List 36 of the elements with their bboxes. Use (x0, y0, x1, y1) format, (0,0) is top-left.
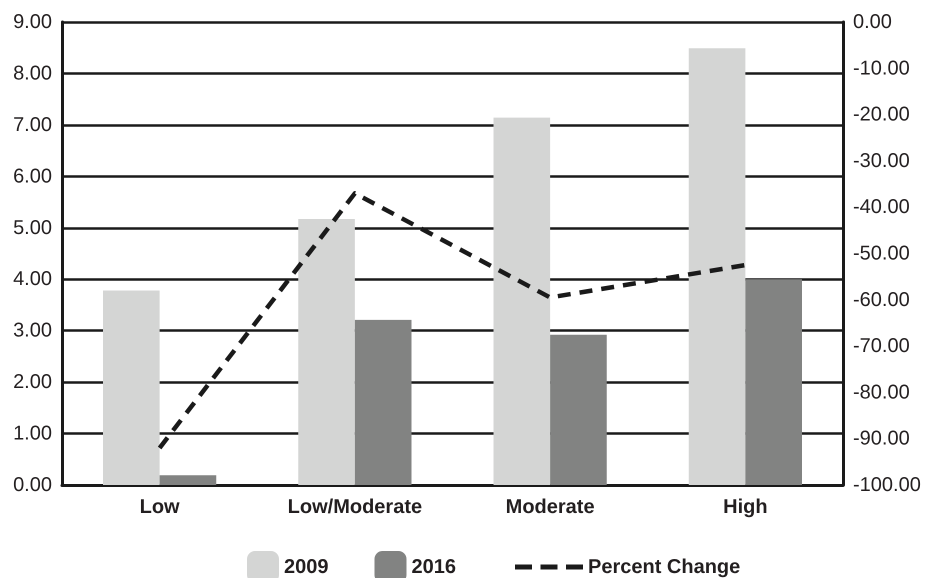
y-tick-label: 2.00 (13, 371, 52, 394)
bar (745, 279, 802, 485)
legend-label: 2016 (411, 556, 456, 578)
y2-tick-label: 0.00 (853, 11, 892, 33)
bar (160, 475, 216, 485)
y2-tick-label: -60.00 (853, 288, 910, 311)
y-tick-label: 0.00 (13, 474, 52, 496)
y2-tick-label: -40.00 (853, 196, 910, 218)
y-tick-label: 7.00 (13, 114, 52, 136)
legend-label: Percent Change (588, 556, 740, 578)
bar (354, 320, 412, 485)
x-tick-label: Low (140, 496, 180, 518)
x-tick-label: Moderate (506, 496, 595, 518)
y-tick-label: 1.00 (13, 422, 52, 445)
y2-tick-label: -50.00 (853, 242, 910, 264)
legend-label: 2009 (284, 556, 328, 578)
bar (103, 290, 160, 485)
x-tick-label: Low/Moderate (288, 496, 422, 518)
bar (298, 219, 355, 485)
y-tick-label: 4.00 (13, 268, 52, 290)
y-tick-label: 8.00 (13, 62, 52, 84)
y2-tick-label: -10.00 (853, 57, 910, 80)
bar (688, 48, 746, 485)
bar (550, 334, 607, 485)
y2-tick-label: -90.00 (853, 428, 910, 450)
y2-tick-label: -20.00 (853, 104, 910, 126)
y2-tick-label: -70.00 (853, 335, 910, 358)
x-tick-label: High (723, 496, 768, 518)
y2-tick-label: -80.00 (853, 381, 910, 404)
y-tick-label: 9.00 (13, 11, 52, 33)
y-tick-label: 6.00 (13, 165, 52, 188)
y2-tick-label: -100.00 (853, 474, 921, 496)
y-tick-label: 3.00 (13, 320, 52, 342)
y2-tick-label: -30.00 (853, 150, 910, 172)
bar (494, 118, 550, 485)
y-tick-label: 5.00 (13, 216, 52, 239)
